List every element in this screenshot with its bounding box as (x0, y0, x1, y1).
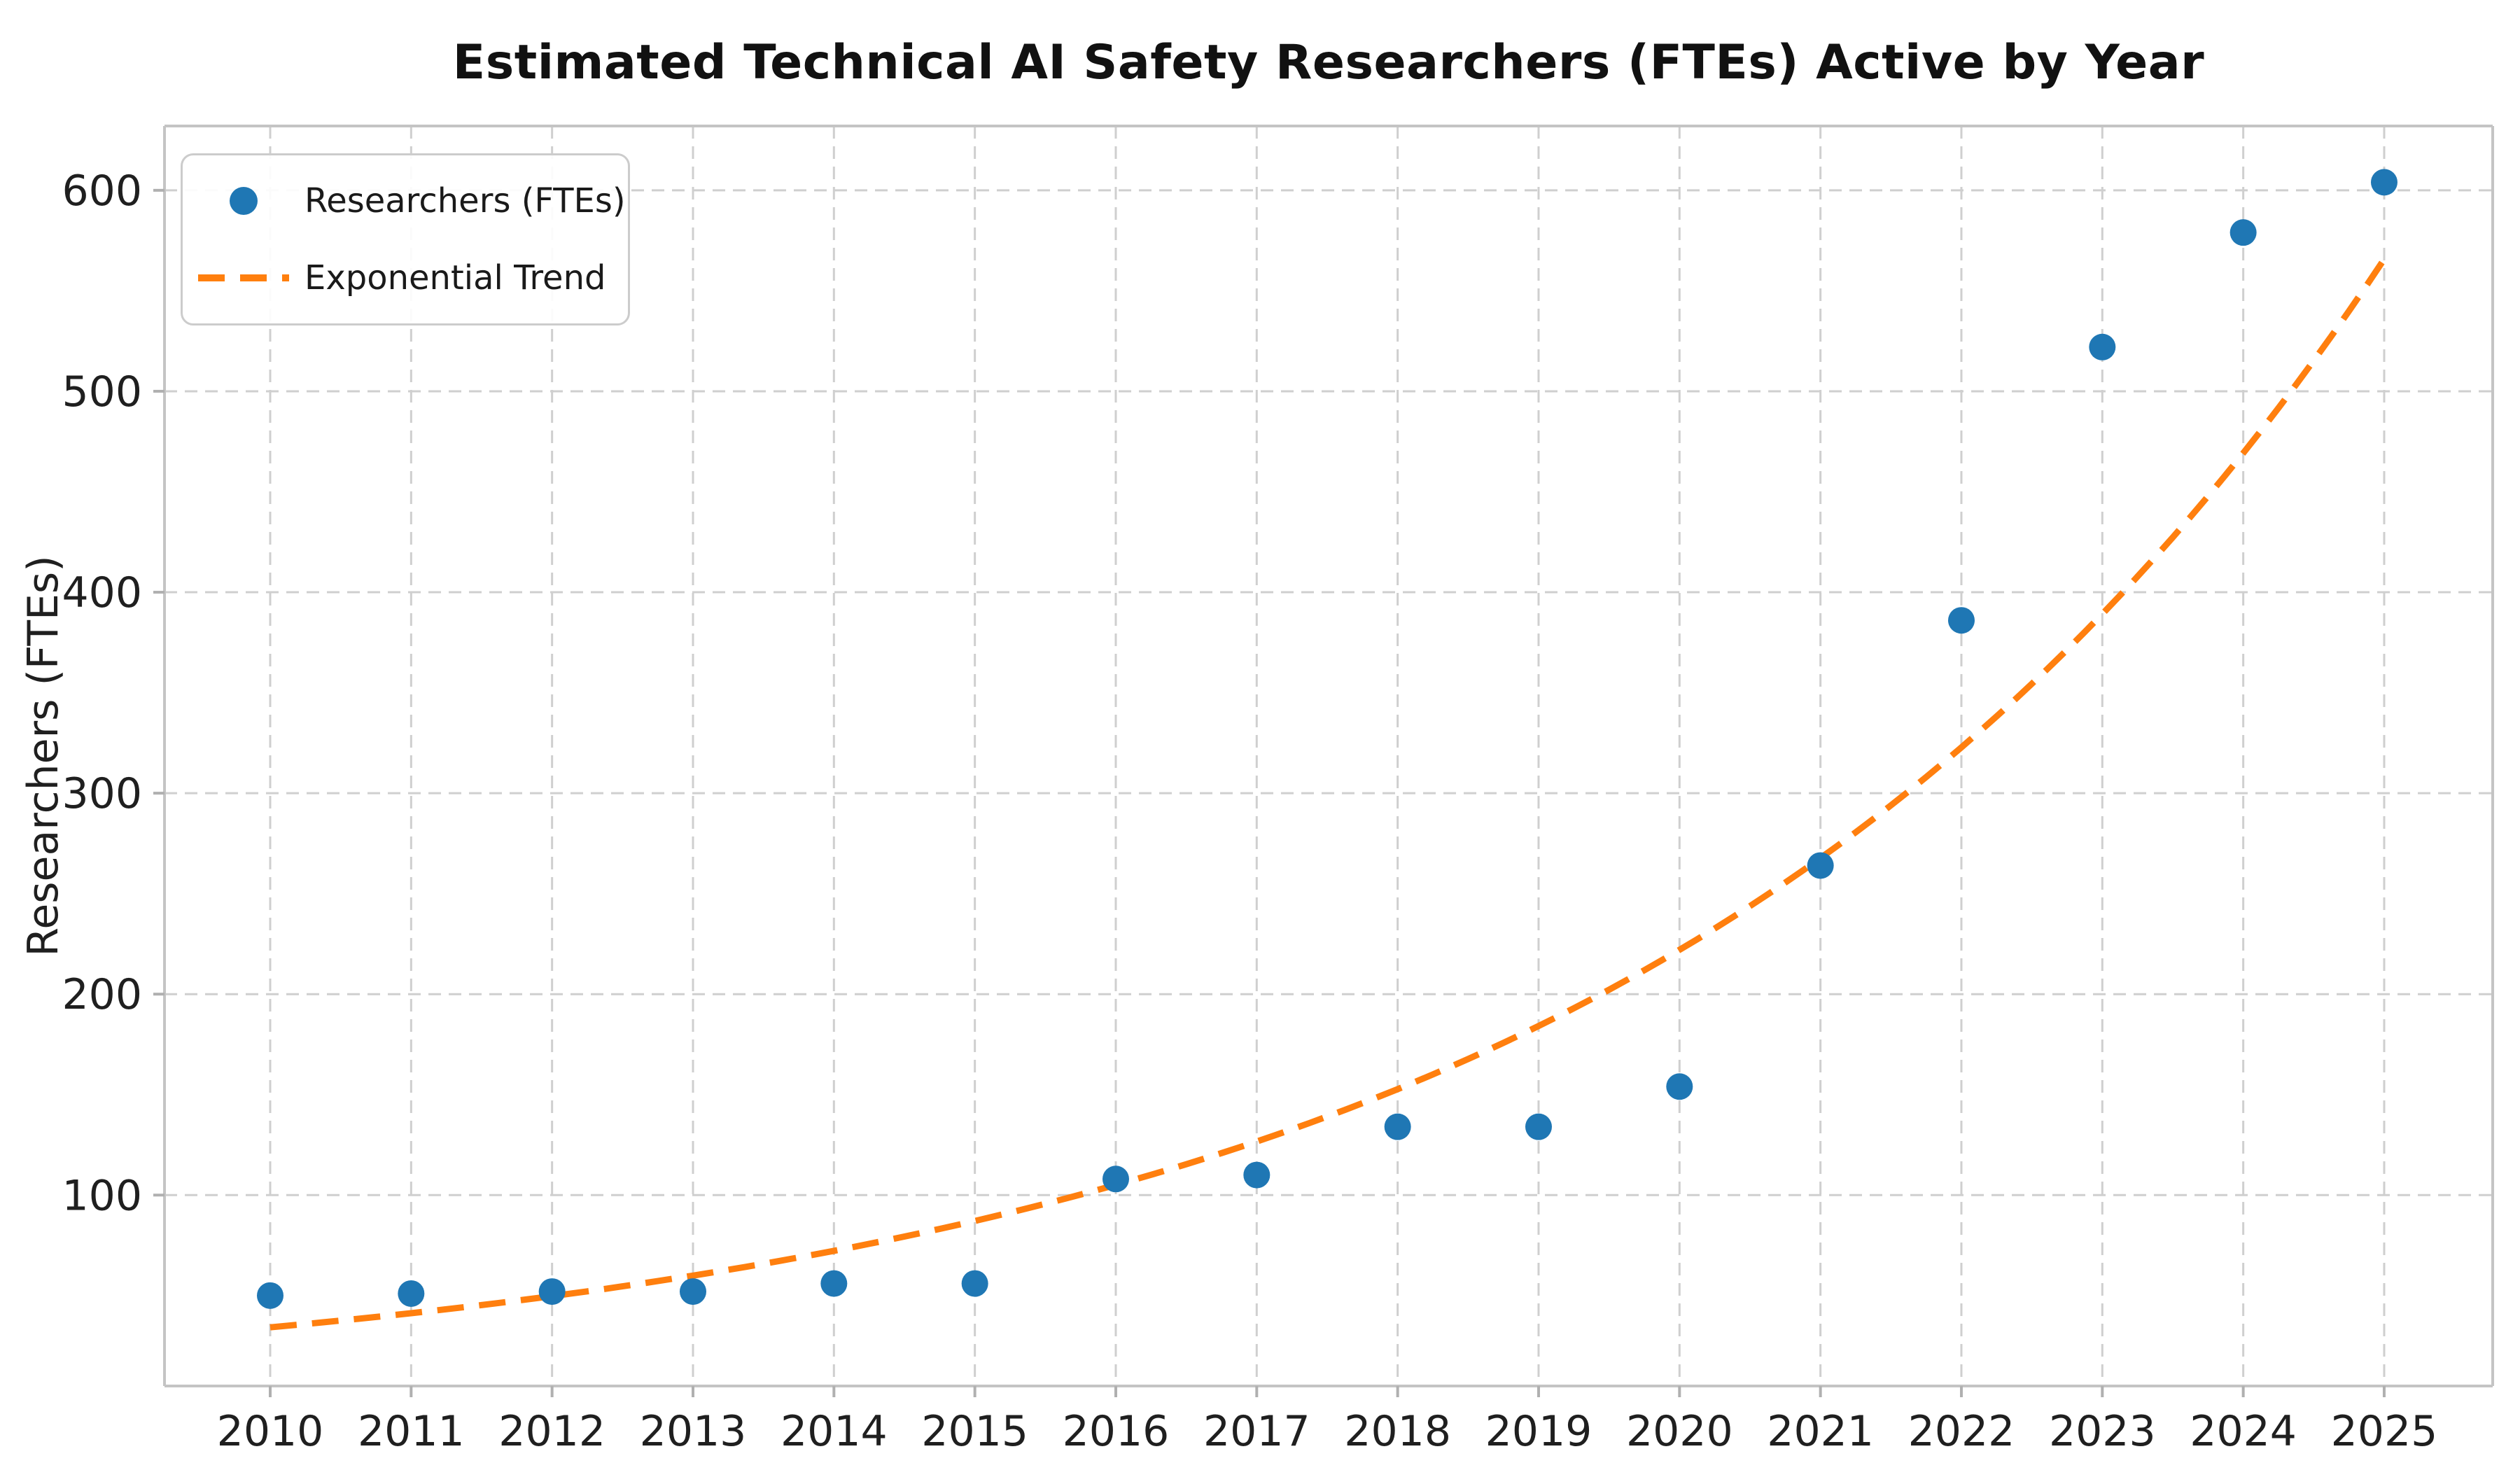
data-point (256, 1282, 284, 1309)
data-point (1666, 1073, 1693, 1100)
data-point (1102, 1166, 1129, 1193)
y-tick-label: 300 (62, 769, 142, 818)
y-tick-label: 400 (62, 568, 142, 617)
data-point (398, 1280, 425, 1307)
x-tick-label: 2022 (1908, 1407, 2015, 1456)
data-point (1947, 607, 1975, 634)
chart-title: Estimated Technical AI Safety Researcher… (452, 35, 2205, 90)
x-tick-label: 2017 (1203, 1407, 1310, 1456)
x-tick-label: 2020 (1626, 1407, 1733, 1456)
data-point (820, 1270, 848, 1297)
x-tick-label: 2021 (1767, 1407, 1874, 1456)
x-tick-label: 2018 (1344, 1407, 1451, 1456)
data-point (961, 1270, 988, 1297)
data-point (2230, 219, 2257, 246)
data-point (1243, 1161, 1270, 1189)
x-tick-label: 2011 (358, 1407, 465, 1456)
x-tick-label: 2013 (640, 1407, 747, 1456)
x-tick-label: 2024 (2190, 1407, 2297, 1456)
data-point (2370, 169, 2398, 196)
y-tick-label: 200 (62, 970, 142, 1019)
data-point (1525, 1113, 1552, 1140)
legend-row-trend: Exponential Trend (183, 246, 628, 310)
trend-line (270, 257, 2387, 1331)
legend-label-trend: Exponential Trend (304, 258, 606, 298)
y-tick-label: 600 (62, 167, 142, 216)
x-tick-label: 2012 (498, 1407, 606, 1456)
legend-label-researchers: Researchers (FTEs) (304, 181, 626, 220)
scatter-marker-icon (230, 186, 258, 215)
data-point (2089, 333, 2116, 360)
legend: Researchers (FTEs) Exponential Trend (181, 153, 630, 326)
legend-row-researchers: Researchers (FTEs) (183, 169, 628, 233)
x-tick-label: 2014 (780, 1407, 888, 1456)
data-point (538, 1278, 566, 1306)
x-tick-label: 2025 (2331, 1407, 2438, 1456)
trend-line-icon (198, 274, 289, 282)
x-tick-label: 2016 (1063, 1407, 1170, 1456)
y-tick-label: 500 (62, 368, 142, 416)
x-tick-label: 2023 (2049, 1407, 2156, 1456)
data-point (679, 1278, 706, 1306)
y-tick-label: 100 (62, 1171, 142, 1220)
x-tick-label: 2010 (217, 1407, 324, 1456)
x-tick-label: 2015 (921, 1407, 1028, 1456)
legend-marker-cell (183, 271, 304, 285)
x-tick-label: 2019 (1485, 1407, 1592, 1456)
data-point (1384, 1113, 1411, 1140)
legend-marker-cell (183, 186, 304, 215)
data-point (1807, 852, 1834, 879)
